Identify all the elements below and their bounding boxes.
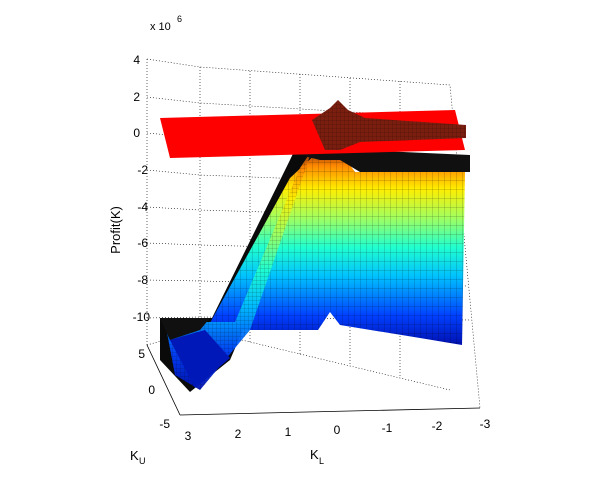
z-tick-label: -8	[137, 273, 148, 287]
x-tick-label: 3	[185, 429, 192, 443]
x-tick-label: -1	[382, 421, 393, 435]
surface-base-edge	[160, 318, 210, 340]
z-axis-label: Profit(K)	[108, 206, 123, 254]
x-tick-label: -3	[480, 417, 491, 431]
svg-text:x 10: x 10	[150, 21, 171, 33]
x-ticks: 3 2 1 0 -1 -2 -3	[185, 417, 491, 443]
y-label-base: K	[130, 448, 139, 463]
y-tick-label: 0	[148, 383, 155, 397]
y-tick-label: 5	[138, 347, 145, 361]
x-tick-label: 2	[235, 427, 242, 441]
z-tick-label: -4	[137, 200, 148, 214]
x-label-sub: L	[319, 456, 324, 466]
z-tick-label: 0	[133, 126, 140, 140]
z-ticks: 4 2 0 -2 -4 -6 -8 -10	[133, 53, 151, 324]
y-ticks: 5 0 -5	[138, 347, 170, 431]
surface-ridge-mesh	[165, 150, 312, 390]
y-label-sub: U	[139, 456, 146, 466]
profit-surface-mesh	[205, 150, 465, 345]
surface-peak-mesh	[312, 100, 466, 150]
z-exponent: x 10 6	[150, 14, 182, 33]
z-tick-label: 2	[133, 90, 140, 104]
z-tick-label: 4	[133, 53, 140, 67]
x-tick-label: 1	[285, 425, 292, 439]
exponent-base: x 10	[150, 21, 171, 33]
x-label-base: K	[310, 447, 319, 462]
x-tick-label: -2	[432, 419, 443, 433]
z-tick-label: -2	[137, 163, 148, 177]
surface-base-left	[170, 330, 230, 388]
y-axis-label: K U	[130, 448, 146, 466]
z-tick-label: -6	[137, 236, 148, 250]
exponent-power: 6	[177, 14, 182, 24]
z-tick-label: -10	[133, 310, 151, 324]
x-tick-label: 0	[334, 423, 341, 437]
x-axis-label: K L	[310, 447, 324, 466]
y-tick-label: -5	[159, 417, 170, 431]
